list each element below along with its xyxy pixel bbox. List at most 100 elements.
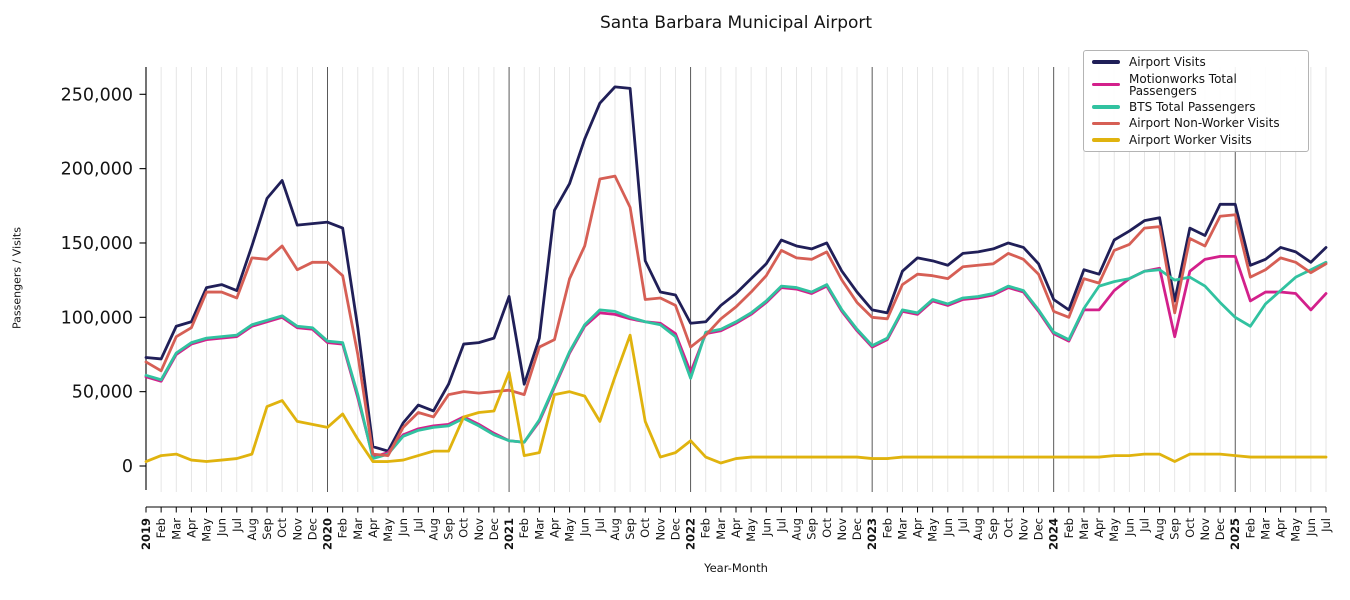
x-tick-label: Feb <box>1243 518 1257 538</box>
legend-line-swatch <box>1092 60 1120 64</box>
x-tick-label: Nov <box>835 518 849 541</box>
x-tick-label: Feb <box>517 518 531 538</box>
x-tick-label: Sep <box>623 518 637 540</box>
legend-label: Motionworks Total Passengers <box>1129 71 1237 98</box>
x-tick-label: 2025 <box>1228 518 1242 550</box>
chart-title: Santa Barbara Municipal Airport <box>599 13 873 33</box>
x-tick-label: Mar <box>1077 518 1091 540</box>
x-tick-label: Mar <box>1258 518 1272 540</box>
x-tick-label: Dec <box>1032 518 1046 540</box>
x-tick-label: Oct <box>457 518 471 538</box>
y-tick-label: 150,000 <box>61 234 133 254</box>
x-tick-label: Apr <box>911 518 925 538</box>
x-tick-label: Jul <box>593 518 607 533</box>
x-tick-label: Sep <box>805 518 819 540</box>
legend-line-swatch <box>1092 105 1120 109</box>
x-tick-label: Aug <box>790 518 804 540</box>
series-bts-total-passengers <box>144 260 1328 460</box>
x-tick-label: Jun <box>215 518 229 537</box>
month-gridlines <box>160 67 1327 492</box>
x-tick-label: Aug <box>426 518 440 540</box>
x-tick-label: Oct <box>820 518 834 538</box>
x-tick-label: Sep <box>260 518 274 540</box>
x-tick-label: May <box>1107 518 1121 542</box>
y-tick-label: 100,000 <box>61 308 133 328</box>
legend-label: Airport Visits <box>1129 55 1206 70</box>
series-airport-visits <box>144 85 1328 453</box>
x-tick-label: Dec <box>305 518 319 540</box>
legend-item: BTS Total Passengers <box>1092 101 1300 113</box>
x-tick-label: Apr <box>1274 518 1288 538</box>
legend: Airport Visits Motionworks Total Passenge… <box>1083 50 1309 152</box>
x-tick-label: 2023 <box>865 518 879 550</box>
x-tick-label: Oct <box>275 518 289 538</box>
x-tick-label: Jul <box>411 518 425 533</box>
x-tick-label: Jun <box>1122 518 1136 537</box>
x-tick-label: Mar <box>351 518 365 540</box>
x-tick-label: Jul <box>1137 518 1151 533</box>
y-tick-label: 50,000 <box>72 383 133 403</box>
x-tick-label: Apr <box>729 518 743 538</box>
legend-item: Motionworks Total Passengers <box>1092 73 1300 97</box>
legend-item: Airport Non-Worker Visits <box>1092 117 1300 129</box>
x-tick-label: Jul <box>230 518 244 533</box>
x-tick-label: Jun <box>1304 518 1318 537</box>
x-tick-label: Feb <box>880 518 894 538</box>
x-tick-label: Sep <box>442 518 456 540</box>
x-tick-label: Nov <box>1198 518 1212 541</box>
x-tick-label: Nov <box>290 518 304 541</box>
y-tick-label: 250,000 <box>61 85 133 105</box>
x-tick-label: Feb <box>336 518 350 538</box>
x-tick-label: Oct <box>1183 518 1197 538</box>
x-tick-label: Mar <box>532 518 546 540</box>
legend-label: Airport Worker Visits <box>1129 132 1252 147</box>
legend-line-swatch <box>1092 138 1120 142</box>
x-tick-label: Aug <box>971 518 985 540</box>
x-tick-label: Jul <box>774 518 788 533</box>
year-boundary-lines <box>327 67 1236 492</box>
x-tick-label: May <box>1289 518 1303 542</box>
x-tick-label: Jun <box>759 518 773 537</box>
x-tick-label: Jul <box>1319 518 1333 533</box>
x-tick-label: May <box>926 518 940 542</box>
x-tick-label: Jul <box>956 518 970 533</box>
x-tick-label: Mar <box>169 518 183 540</box>
x-tick-label: Oct <box>1001 518 1015 538</box>
legend-label: BTS Total Passengers <box>1129 99 1256 114</box>
x-tick-label: Dec <box>850 518 864 540</box>
x-tick-label: Aug <box>608 518 622 540</box>
x-tick-label: Apr <box>547 518 561 538</box>
x-axis: 2019 Feb Mar Apr May Jun Jul Aug Sep Oct Nov Dec 202… <box>139 506 1333 550</box>
x-axis-label: Year-Month <box>704 561 768 575</box>
legend-line-swatch <box>1092 82 1120 87</box>
x-tick-label: May <box>381 518 395 542</box>
x-tick-label: Sep <box>1168 518 1182 540</box>
x-tick-label: 2021 <box>502 518 516 550</box>
y-tick-label: 200,000 <box>61 160 133 180</box>
x-tick-label: Apr <box>366 518 380 538</box>
x-tick-label: 2019 <box>139 518 153 550</box>
x-tick-label: May <box>744 518 758 542</box>
x-tick-label: 2022 <box>684 518 698 550</box>
x-tick-label: Feb <box>1062 518 1076 538</box>
x-tick-label: Apr <box>1092 518 1106 538</box>
x-tick-label: Sep <box>986 518 1000 540</box>
legend-item: Airport Worker Visits <box>1092 134 1300 146</box>
legend-line-swatch <box>1092 121 1120 126</box>
series-airport-worker-visits <box>144 333 1328 465</box>
x-tick-label: Jun <box>396 518 410 537</box>
x-tick-label: Mar <box>714 518 728 540</box>
x-tick-label: Aug <box>1153 518 1167 540</box>
x-tick-label: Mar <box>895 518 909 540</box>
x-tick-label: Apr <box>184 518 198 538</box>
x-tick-label: Nov <box>653 518 667 541</box>
x-tick-label: Dec <box>1213 518 1227 540</box>
x-tick-label: Dec <box>487 518 501 540</box>
x-tick-label: Nov <box>472 518 486 541</box>
x-tick-label: Feb <box>699 518 713 538</box>
x-tick-label: 2020 <box>321 518 335 550</box>
x-tick-label: May <box>200 518 214 542</box>
x-tick-label: Jun <box>941 518 955 537</box>
